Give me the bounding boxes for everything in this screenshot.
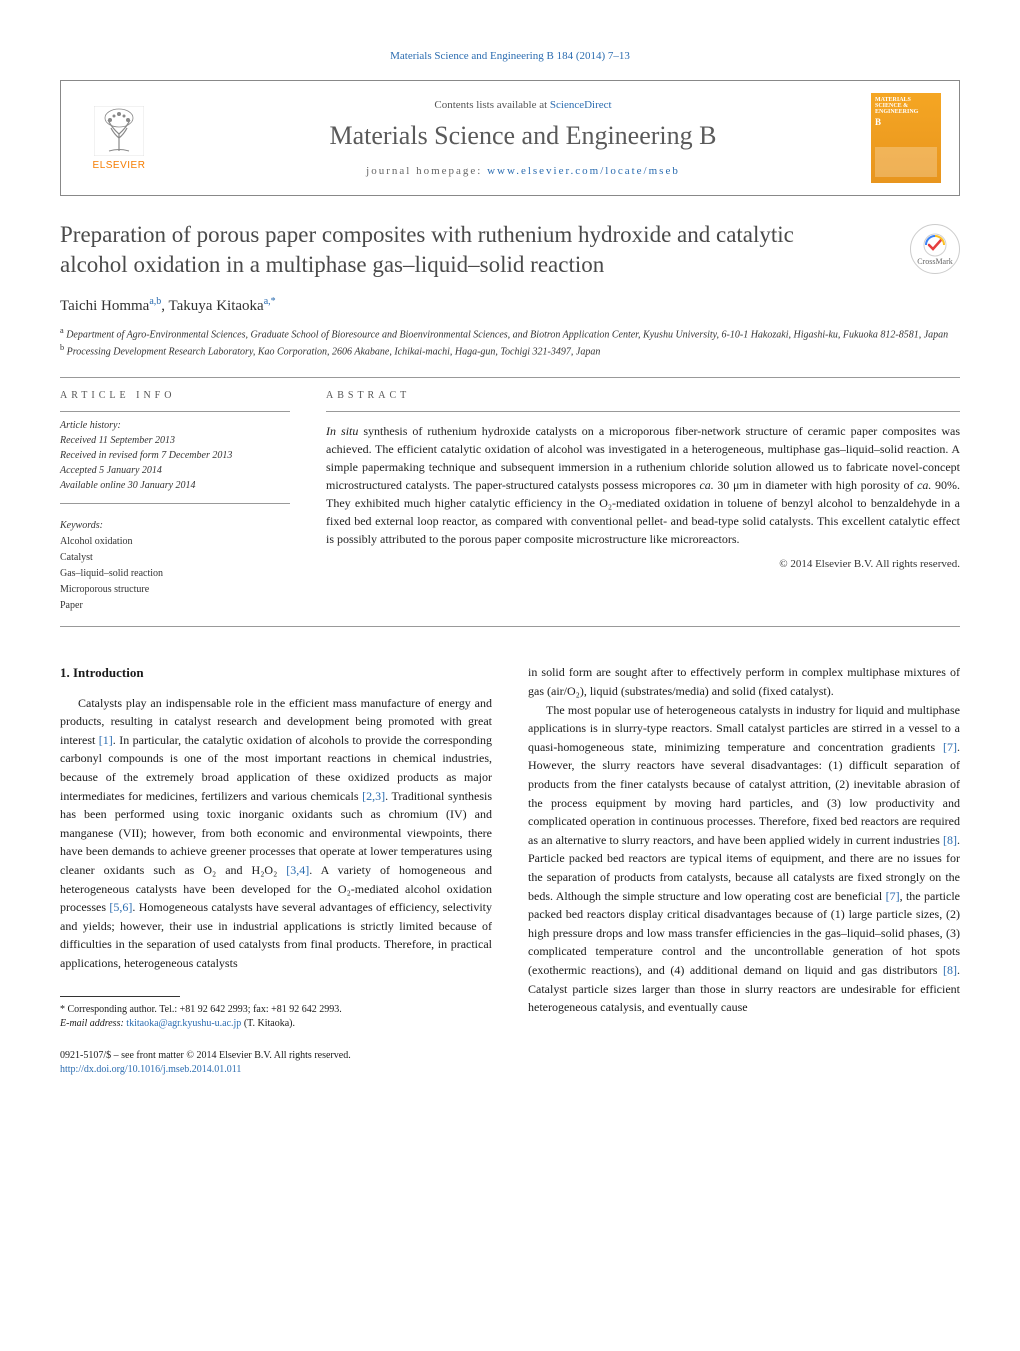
revised-date: Received in revised form 7 December 2013 xyxy=(60,448,290,463)
crossmark-label: CrossMark xyxy=(917,257,953,266)
article-info-heading: article info xyxy=(60,390,290,401)
affiliation-b: Processing Development Research Laborato… xyxy=(67,346,601,357)
contents-line: Contents lists available at ScienceDirec… xyxy=(175,99,871,111)
article-title: Preparation of porous paper composites w… xyxy=(60,220,840,280)
authors-line: Taichi Hommaa,b, Takuya Kitaokaa,* xyxy=(60,296,960,315)
column-left: 1. Introduction Catalysts play an indisp… xyxy=(60,663,492,1077)
crossmark-badge[interactable]: CrossMark xyxy=(910,224,960,274)
keyword: Catalyst xyxy=(60,550,290,566)
cover-thumbnail[interactable]: MATERIALS SCIENCE & ENGINEERING B xyxy=(871,93,941,183)
affiliations: a Department of Agro-Environmental Scien… xyxy=(60,325,960,360)
doi-link[interactable]: http://dx.doi.org/10.1016/j.mseb.2014.01… xyxy=(60,1064,241,1075)
divider xyxy=(60,377,960,378)
column-right: in solid form are sought after to effect… xyxy=(528,663,960,1077)
keyword: Gas–liquid–solid reaction xyxy=(60,566,290,582)
bottom-matter: 0921-5107/$ – see front matter © 2014 El… xyxy=(60,1049,492,1077)
online-date: Available online 30 January 2014 xyxy=(60,478,290,493)
journal-homepage-link[interactable]: www.elsevier.com/locate/mseb xyxy=(487,165,680,177)
publisher-logo[interactable]: ELSEVIER xyxy=(79,96,159,181)
abstract-heading: abstract xyxy=(326,390,960,401)
publisher-name: ELSEVIER xyxy=(93,160,146,171)
elsevier-tree-icon xyxy=(94,106,144,156)
body-paragraph: The most popular use of heterogeneous ca… xyxy=(528,701,960,1017)
running-header: Materials Science and Engineering B 184 … xyxy=(60,50,960,62)
author-1: Taichi Homma xyxy=(60,298,149,314)
accepted-date: Accepted 5 January 2014 xyxy=(60,463,290,478)
abstract-copyright: © 2014 Elsevier B.V. All rights reserved… xyxy=(326,558,960,570)
crossmark-icon xyxy=(923,233,947,257)
sciencedirect-link[interactable]: ScienceDirect xyxy=(550,99,612,111)
section-1-heading: 1. Introduction xyxy=(60,663,492,683)
author-2: Takuya Kitaoka xyxy=(169,298,264,314)
affiliation-a: Department of Agro-Environmental Science… xyxy=(66,329,948,340)
journal-homepage-line: journal homepage: www.elsevier.com/locat… xyxy=(175,165,871,177)
divider xyxy=(60,626,960,627)
keywords-block: Keywords: Alcohol oxidation Catalyst Gas… xyxy=(60,518,290,614)
footnote-separator xyxy=(60,996,180,997)
issn-line: 0921-5107/$ – see front matter © 2014 El… xyxy=(60,1049,492,1063)
journal-header: ELSEVIER Contents lists available at Sci… xyxy=(60,80,960,196)
keyword: Microporous structure xyxy=(60,582,290,598)
body-columns: 1. Introduction Catalysts play an indisp… xyxy=(60,663,960,1077)
body-paragraph: in solid form are sought after to effect… xyxy=(528,663,960,700)
keyword: Paper xyxy=(60,598,290,614)
keyword: Alcohol oxidation xyxy=(60,534,290,550)
article-history: Article history: Received 11 September 2… xyxy=(60,418,290,493)
author-email-link[interactable]: tkitaoka@agr.kyushu-u.ac.jp xyxy=(126,1018,241,1029)
received-date: Received 11 September 2013 xyxy=(60,433,290,448)
body-paragraph: Catalysts play an indispensable role in … xyxy=(60,694,492,973)
corresponding-author-footnote: * Corresponding author. Tel.: +81 92 642… xyxy=(60,1003,492,1031)
citation-link[interactable]: Materials Science and Engineering B 184 … xyxy=(390,50,630,62)
journal-name: Materials Science and Engineering B xyxy=(175,121,871,151)
abstract-text: In situ synthesis of ruthenium hydroxide… xyxy=(326,422,960,548)
